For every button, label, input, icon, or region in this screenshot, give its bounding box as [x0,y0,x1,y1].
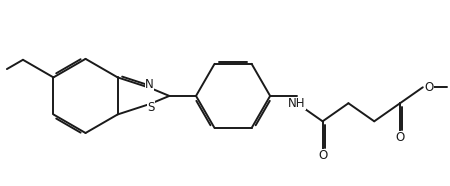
Text: O: O [425,81,434,94]
Text: O: O [396,131,405,144]
Text: N: N [145,78,153,91]
Text: NH: NH [288,97,306,110]
Text: O: O [318,149,327,162]
Text: S: S [147,101,155,114]
